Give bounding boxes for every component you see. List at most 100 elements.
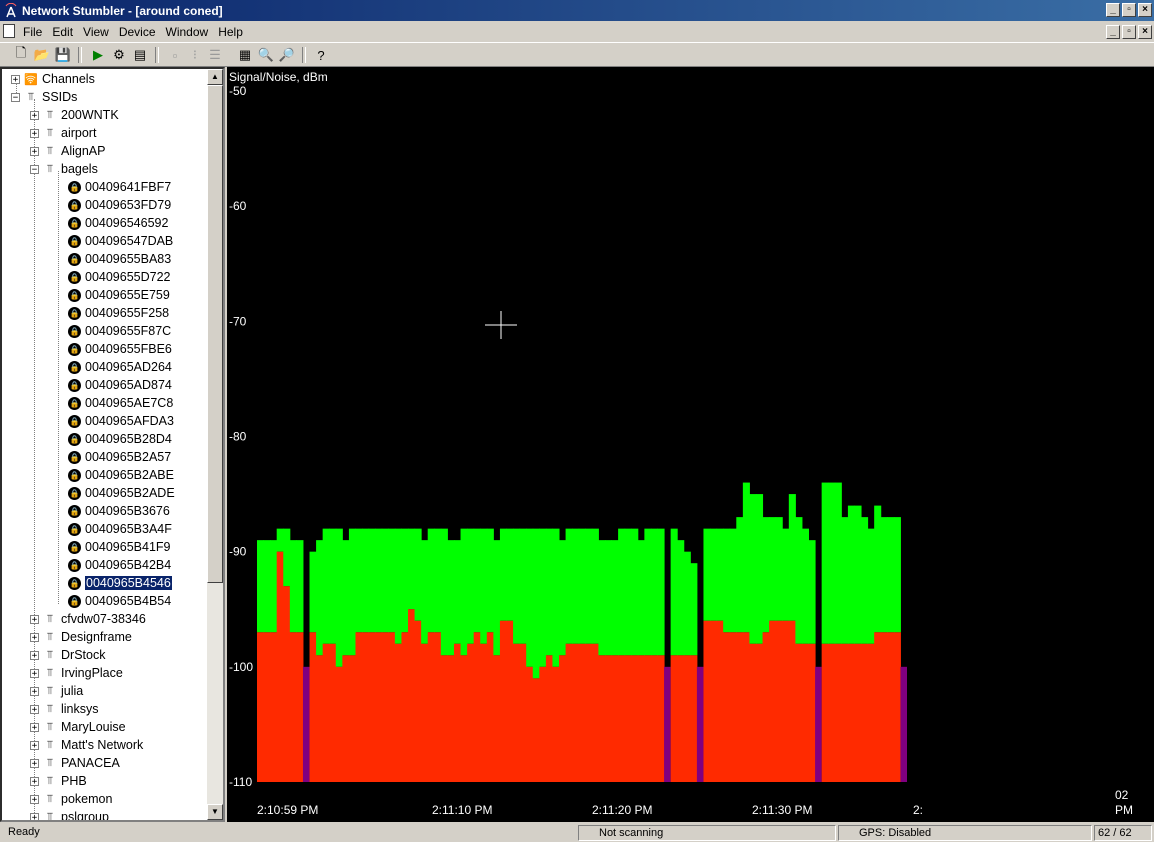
tree-item-ssid[interactable]: + ⫪ pslgroup — [30, 808, 109, 822]
expand-icon[interactable]: + — [30, 614, 39, 625]
document-icon[interactable] — [3, 24, 15, 38]
noise-bar — [683, 655, 691, 782]
child-close-button[interactable]: × — [1138, 25, 1152, 39]
settings-icon[interactable]: ⚙ — [113, 47, 125, 62]
tree-item-ap[interactable]: 🔒 0040965B41F9 — [68, 538, 171, 556]
expand-icon[interactable]: + — [30, 722, 39, 733]
tree-item-ssid[interactable]: + ⫪ pokemon — [30, 790, 112, 808]
details-icon[interactable]: ▦ — [238, 47, 252, 62]
tree-item-ap[interactable]: 🔒 00409655FBE6 — [68, 340, 172, 358]
tree-item-ssid[interactable]: + ⫪ 200WNTK — [30, 106, 119, 124]
scroll-thumb[interactable] — [207, 85, 223, 583]
properties-icon[interactable]: ▤ — [133, 47, 147, 62]
tree-item-channels[interactable]: + 🛜 Channels — [11, 70, 95, 88]
noise-bar — [788, 620, 796, 782]
tree-scrollbar[interactable]: ▲ ▼ — [207, 69, 223, 820]
tree-item-label: 0040965AFDA3 — [85, 414, 174, 428]
tree-item-ssid[interactable]: + ⫪ DrStock — [30, 646, 105, 664]
expand-icon[interactable]: + — [30, 776, 39, 787]
tree-item-ssid[interactable]: + ⫪ linksys — [30, 700, 99, 718]
expand-icon[interactable]: + — [11, 74, 20, 85]
lock-icon: 🔒 — [68, 414, 81, 428]
menu-device[interactable]: Device — [118, 25, 156, 39]
signal-bar — [447, 540, 455, 656]
lock-icon: 🔒 — [68, 432, 81, 446]
small-icons-icon: ⁝ — [192, 47, 198, 62]
tree-item-ssid[interactable]: + ⫪ IrvingPlace — [30, 664, 123, 682]
tree-item-ssid[interactable]: − ⫪ bagels — [30, 160, 98, 178]
tree-item-ap[interactable]: 🔒 0040965B28D4 — [68, 430, 172, 448]
tree-item-ssid[interactable]: + ⫪ PHB — [30, 772, 87, 790]
tree-item-ssids[interactable]: − ⫪ SSIDs — [11, 88, 77, 106]
tree-item-ap[interactable]: 🔒 00409655BA83 — [68, 250, 171, 268]
scroll-up-button[interactable]: ▲ — [207, 69, 223, 85]
tree-item-ap[interactable]: 🔒 00409655E759 — [68, 286, 170, 304]
tree-item-ap[interactable]: 🔒 0040965AD264 — [68, 358, 172, 376]
tree-item-ap[interactable]: 🔒 00409655F258 — [68, 304, 169, 322]
tree-item-ap[interactable]: 🔒 0040965AFDA3 — [68, 412, 174, 430]
expand-icon[interactable]: + — [30, 632, 39, 643]
menu-file[interactable]: File — [23, 25, 43, 39]
tree-item-ssid[interactable]: + ⫪ Matt's Network — [30, 736, 143, 754]
noise-bar — [375, 632, 383, 782]
save-icon[interactable]: 💾 — [54, 47, 72, 62]
expand-icon[interactable]: + — [30, 758, 39, 769]
tree-item-label: 0040965B3676 — [85, 504, 170, 518]
close-button[interactable]: × — [1138, 3, 1152, 17]
tree-item-ap[interactable]: 🔒 004096547DAB — [68, 232, 173, 250]
help-icon[interactable]: ? — [317, 47, 325, 63]
play-icon[interactable]: ▶ — [93, 47, 103, 62]
expand-icon[interactable]: + — [30, 650, 39, 661]
open-icon[interactable]: 📂 — [33, 47, 51, 62]
collapse-icon[interactable]: − — [30, 164, 39, 175]
child-restore-button[interactable]: ▫ — [1122, 25, 1136, 39]
tree-item-ap[interactable]: 🔒 00409655D722 — [68, 268, 171, 286]
tree-item-ap[interactable]: 🔒 0040965B2ADE — [68, 484, 175, 502]
expand-icon[interactable]: + — [30, 128, 39, 139]
expand-icon[interactable]: + — [30, 668, 39, 679]
scroll-down-button[interactable]: ▼ — [207, 804, 223, 820]
zoom-out-icon[interactable]: 🔎 — [278, 47, 296, 62]
noise-bar — [401, 632, 409, 782]
menu-view[interactable]: View — [83, 25, 109, 39]
tree-item-ap[interactable]: 🔒 0040965B3676 — [68, 502, 170, 520]
signal-bar — [650, 528, 659, 656]
tree-item-ap[interactable]: 🔒 00409641FBF7 — [68, 178, 171, 196]
tree-item-ssid[interactable]: + ⫪ MaryLouise — [30, 718, 126, 736]
tree-item-ap[interactable]: 🔒 0040965B3A4F — [68, 520, 172, 538]
menu-help[interactable]: Help — [218, 25, 243, 39]
expand-icon[interactable]: + — [30, 740, 39, 751]
expand-icon[interactable]: + — [30, 146, 39, 157]
new-icon[interactable]: 🗋 — [15, 45, 27, 60]
collapse-icon[interactable]: − — [11, 92, 20, 103]
expand-icon[interactable]: + — [30, 686, 39, 697]
tree-item-ssid[interactable]: + ⫪ julia — [30, 682, 83, 700]
minimize-button[interactable]: _ — [1106, 3, 1120, 17]
maximize-button[interactable]: ▫ — [1122, 3, 1136, 17]
tree-item-ap[interactable]: 🔒 0040965AE7C8 — [68, 394, 173, 412]
tree-item-ap[interactable]: 🔒 0040965AD874 — [68, 376, 172, 394]
tree-item-ssid[interactable]: + ⫪ airport — [30, 124, 96, 142]
signal-noise-graph: Signal/Noise, dBm -50 -60 -70 -80 -90 -100 -110… — [227, 67, 1154, 822]
expand-icon[interactable]: + — [30, 704, 39, 715]
expand-icon[interactable]: + — [30, 794, 39, 805]
tree-item-ap[interactable]: 🔒 00409653FD79 — [68, 196, 171, 214]
menu-window[interactable]: Window — [165, 25, 209, 39]
tree-item-ap[interactable]: 🔒 0040965B2A57 — [68, 448, 171, 466]
tree-item-ap[interactable]: 🔒 0040965B4546 — [68, 574, 173, 592]
menu-edit[interactable]: Edit — [52, 25, 74, 39]
noise-bar — [348, 655, 356, 782]
expand-icon[interactable]: + — [30, 812, 39, 822]
tree-item-ap[interactable]: 🔒 0040965B4B54 — [68, 592, 171, 610]
tree-item-ssid[interactable]: + ⫪ AlignAP — [30, 142, 105, 160]
tree-item-ssid[interactable]: + ⫪ PANACEA — [30, 754, 120, 772]
tree-item-ssid[interactable]: + ⫪ Designframe — [30, 628, 132, 646]
tree-item-label: 0040965B41F9 — [85, 540, 171, 554]
tree-item-ap[interactable]: 🔒 0040965B42B4 — [68, 556, 171, 574]
expand-icon[interactable]: + — [30, 110, 39, 121]
child-minimize-button[interactable]: _ — [1106, 25, 1120, 39]
tree-item-ssid[interactable]: + ⫪ cfvdw07-38346 — [30, 610, 146, 628]
tree-item-ap[interactable]: 🔒 004096546592 — [68, 214, 168, 232]
tree-item-ap[interactable]: 🔒 00409655F87C — [68, 322, 171, 340]
tree-item-ap[interactable]: 🔒 0040965B2ABE — [68, 466, 174, 484]
